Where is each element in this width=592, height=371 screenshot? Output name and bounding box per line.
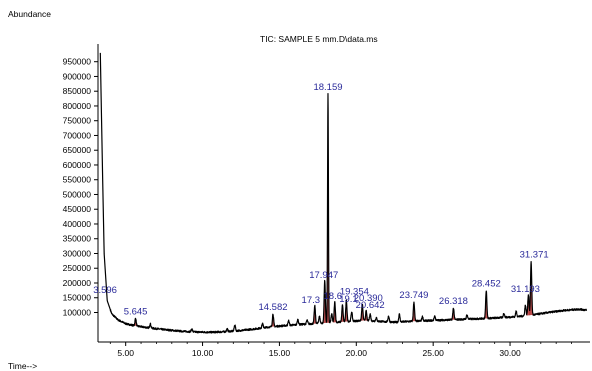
- peak-label: 23.749: [399, 290, 428, 301]
- peak-label: 28.452: [472, 278, 501, 289]
- tic-trace: [99, 52, 588, 334]
- y-tick-label: 450000: [63, 204, 92, 214]
- y-tick-label: 900000: [63, 71, 92, 81]
- y-tick-label: 250000: [63, 263, 92, 273]
- peak-label: 3.596: [93, 285, 117, 296]
- y-tick-label: 800000: [63, 101, 92, 111]
- y-tick-label: 650000: [63, 145, 92, 155]
- x-tick-label: 30.00: [499, 348, 521, 358]
- y-axis-ticks: 100000 150000 200000 250000 300000 350000 4000…: [63, 57, 98, 317]
- y-tick-label: 400000: [63, 219, 92, 229]
- x-axis-label: Time-->: [8, 361, 37, 371]
- peak-label: 17.947: [309, 270, 338, 281]
- peak-label: 14.582: [258, 302, 287, 313]
- peak-label: 17.3: [302, 295, 321, 306]
- peak-label: 20.642: [356, 300, 385, 311]
- peak-label: 31.193: [511, 284, 540, 295]
- peak-label: 18.159: [313, 82, 342, 93]
- peak-label: 18.6: [324, 291, 343, 302]
- x-axis-ticks: 5.00 10.00 15.00 20.00 25.00 30.00: [109, 342, 572, 358]
- chart-title: TIC: SAMPLE 5 mm.D\data.ms: [260, 34, 378, 44]
- y-axis-label: Abundance: [8, 9, 51, 19]
- peak-label: 19.354: [340, 287, 369, 298]
- peak-label: 5.645: [124, 306, 148, 317]
- y-tick-label: 600000: [63, 160, 92, 170]
- y-tick-label: 850000: [63, 86, 92, 96]
- peak-label: 26.318: [439, 296, 468, 307]
- y-tick-label: 500000: [63, 189, 92, 199]
- x-tick-label: 15.00: [269, 348, 291, 358]
- y-tick-label: 700000: [63, 130, 92, 140]
- x-tick-label: 10.00: [192, 348, 214, 358]
- y-tick-label: 150000: [63, 293, 92, 303]
- peak-label: 20.390: [354, 293, 383, 304]
- y-tick-label: 100000: [63, 307, 92, 317]
- x-tick-label: 5.00: [117, 348, 134, 358]
- y-tick-label: 300000: [63, 248, 92, 258]
- peak-label: 31.371: [520, 249, 549, 260]
- peak-label: 19.1: [339, 294, 358, 305]
- y-tick-label: 750000: [63, 116, 92, 126]
- x-tick-label: 20.00: [346, 348, 368, 358]
- y-tick-label: 950000: [63, 57, 92, 67]
- y-tick-label: 350000: [63, 234, 92, 244]
- x-tick-label: 25.00: [423, 348, 445, 358]
- y-tick-label: 200000: [63, 278, 92, 288]
- peak-labels: 3.596 5.645 14.582 17.3 17.947 18.159 18.619.1…: [93, 82, 548, 317]
- y-tick-label: 550000: [63, 175, 92, 185]
